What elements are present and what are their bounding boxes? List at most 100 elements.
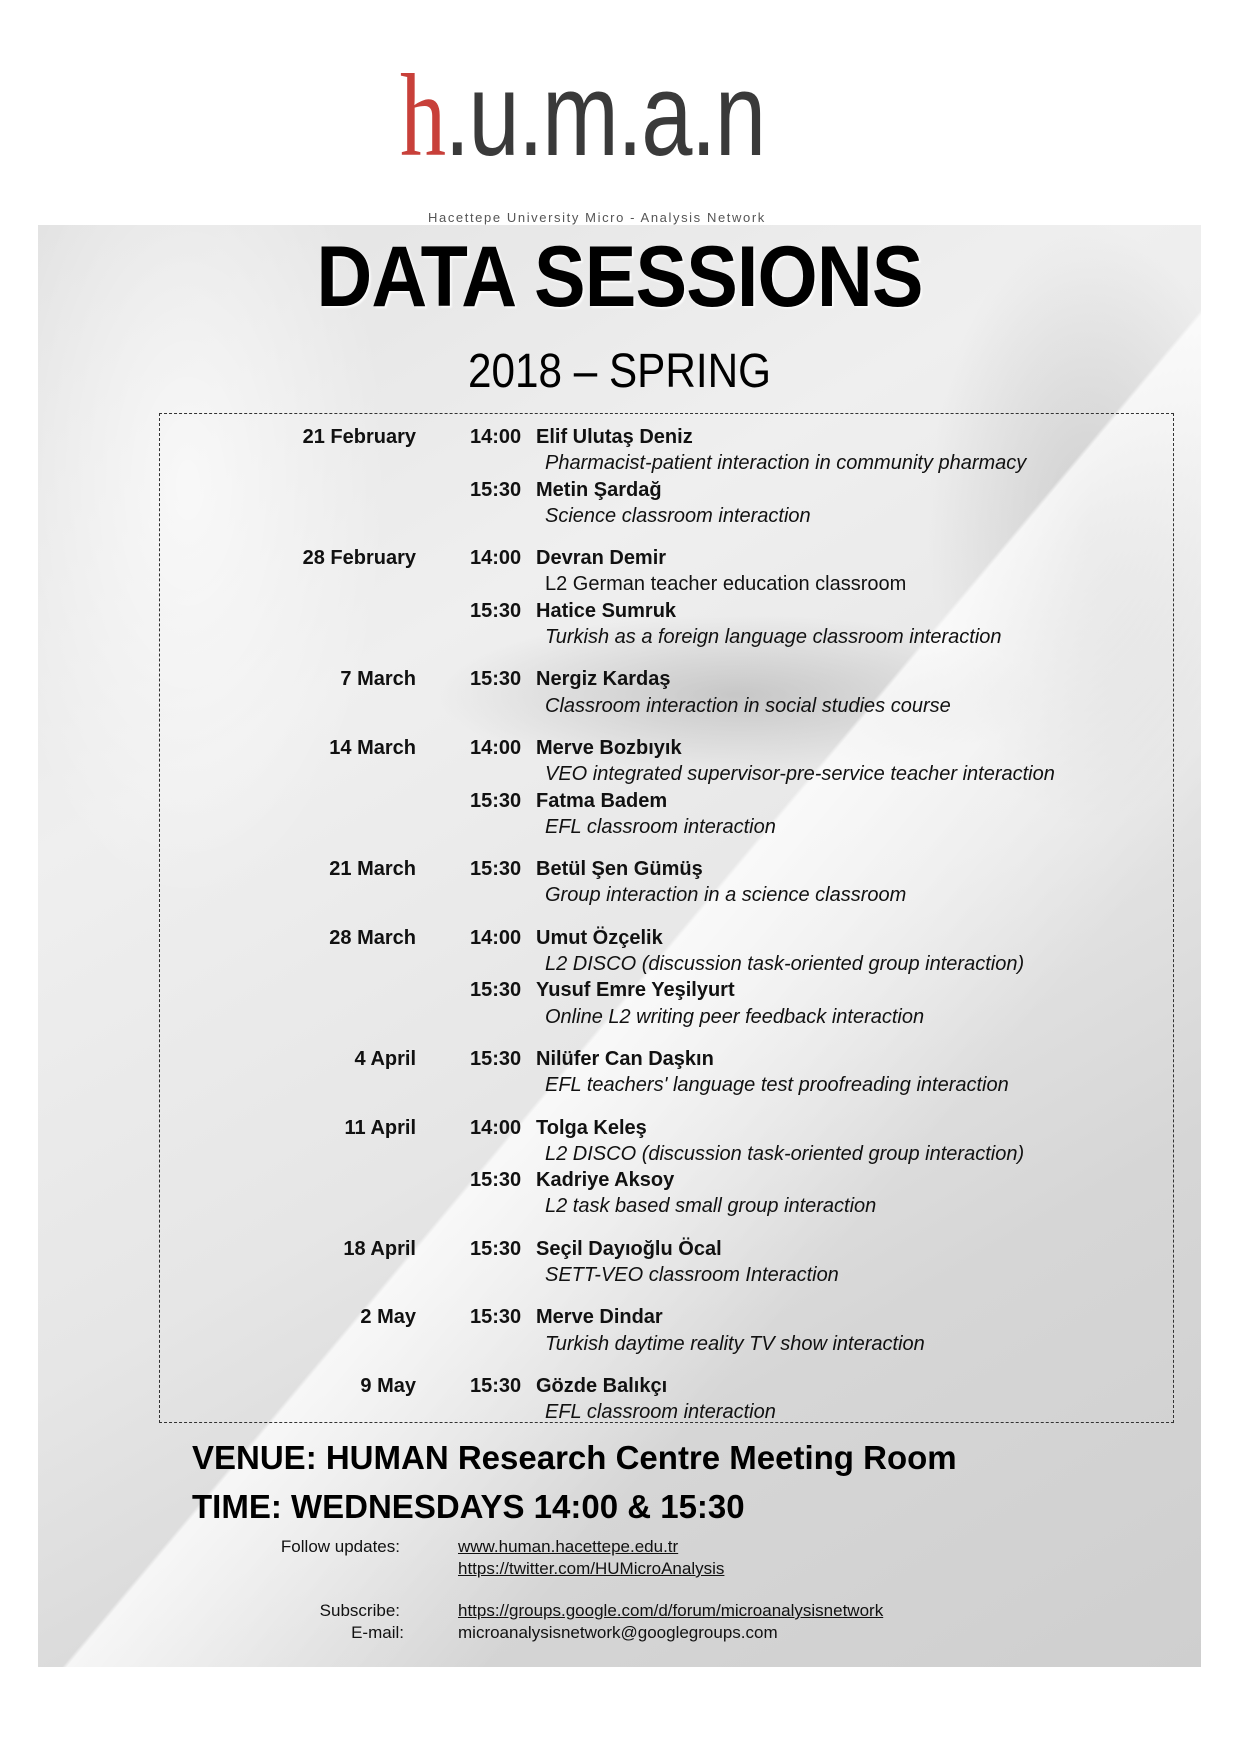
session-date: 14 March bbox=[329, 736, 416, 759]
talk-time: 15:30 bbox=[470, 599, 522, 622]
schedule-box: 21 February 14:00 Elif Ulutaş Deniz Pharmac… bbox=[159, 413, 1174, 1423]
talk-row: 15:30 Nilüfer Can Daşkın bbox=[470, 1046, 1173, 1072]
session-date: 28 March bbox=[329, 926, 416, 949]
session-group: 21 March 15:30 Betül Şen Gümüş Group intera… bbox=[160, 856, 1173, 909]
session-group: 11 April 14:00 Tolga Keleş L2 DISCO (discus… bbox=[160, 1115, 1173, 1220]
talk-topic: L2 task based small group interaction bbox=[545, 1195, 877, 1218]
talk-row: 15:30 Kadriye Aksoy bbox=[470, 1167, 1173, 1193]
session-group: 7 March 15:30 Nergiz Kardaş Classroom inter… bbox=[160, 666, 1173, 719]
session-group: 28 February 14:00 Devran Demir L2 German te… bbox=[160, 545, 1173, 650]
talk-row: 14:00 Tolga Keleş bbox=[470, 1115, 1173, 1141]
subscribe-label: Subscribe: bbox=[319, 1601, 400, 1620]
speaker-name: Merve Bozbıyık bbox=[536, 736, 682, 759]
session-group: 4 April 15:30 Nilüfer Can Daşkın EFL teache… bbox=[160, 1046, 1173, 1099]
talk-row: 15:30 Metin Şardağ bbox=[470, 477, 1173, 503]
talk-row: 15:30 Merve Dindar bbox=[470, 1304, 1173, 1330]
logo-tagline: Hacettepe University Micro - Analysis Ne… bbox=[428, 210, 766, 225]
speaker-name: Betül Şen Gümüş bbox=[536, 858, 703, 881]
session-group: 9 May 15:30 Gözde Balıkçı EFL classroom int… bbox=[160, 1373, 1173, 1426]
time-text: TIME: WEDNESDAYS 14:00 & 15:30 bbox=[192, 1488, 745, 1525]
session-group: 2 May 15:30 Merve Dindar Turkish daytime re… bbox=[160, 1304, 1173, 1357]
session-date: 4 April bbox=[354, 1047, 417, 1070]
speaker-name: Elif Ulutaş Deniz bbox=[536, 426, 693, 448]
venue-text: VENUE: HUMAN Research Centre Meeting Roo… bbox=[192, 1439, 957, 1476]
talk-time: 15:30 bbox=[470, 1169, 522, 1192]
talk-time: 14:00 bbox=[470, 736, 522, 759]
session-date: 28 February bbox=[302, 547, 416, 570]
session-group: 18 April 15:30 Seçil Dayıoğlu Öcal SETT-VEO… bbox=[160, 1236, 1173, 1289]
website-link[interactable]: www.human.hacettepe.edu.tr bbox=[458, 1537, 679, 1556]
talk-topic: Classroom interaction in social studies … bbox=[545, 694, 951, 717]
talk-time: 15:30 bbox=[470, 1047, 522, 1070]
talk-topic: EFL classroom interaction bbox=[545, 1401, 776, 1424]
session-date: 7 March bbox=[340, 668, 416, 691]
speaker-name: Yusuf Emre Yeşilyurt bbox=[536, 979, 735, 1002]
talk-time: 15:30 bbox=[470, 1237, 522, 1260]
talk-topic: L2 German teacher education classroom bbox=[545, 573, 907, 596]
speaker-name: Fatma Badem bbox=[536, 789, 668, 812]
page-subtitle: 2018 – SPRING bbox=[468, 345, 771, 398]
speaker-name: Devran Demir bbox=[536, 547, 667, 570]
talk-time: 15:30 bbox=[470, 668, 522, 691]
session-date: 11 April bbox=[344, 1116, 416, 1139]
talk-row: 14:00 Merve Bozbıyık bbox=[470, 735, 1173, 761]
talk-time: 15:30 bbox=[470, 858, 522, 881]
talk-time: 14:00 bbox=[470, 1116, 522, 1139]
talk-row: 14:00 Elif Ulutaş Deniz bbox=[470, 424, 1173, 450]
talk-time: 15:30 bbox=[470, 789, 522, 812]
talk-time: 15:30 bbox=[470, 1306, 522, 1329]
talk-time: 15:30 bbox=[470, 979, 522, 1002]
human-logo: h.u.m.a.n Hacettepe University Micro - A… bbox=[400, 30, 820, 225]
talk-row: 14:00 Devran Demir bbox=[470, 545, 1173, 571]
follow-label: Follow updates: bbox=[280, 1537, 400, 1556]
speaker-name: Hatice Sumruk bbox=[536, 599, 677, 622]
talk-row: 15:30 Yusuf Emre Yeşilyurt bbox=[470, 977, 1173, 1003]
speaker-name: Merve Dindar bbox=[536, 1306, 663, 1329]
speaker-name: Nergiz Kardaş bbox=[536, 668, 671, 691]
talk-topic: Pharmacist-patient interaction in commun… bbox=[545, 452, 1027, 475]
talk-topic: VEO integrated supervisor-pre-service te… bbox=[545, 763, 1055, 786]
talk-time: 14:00 bbox=[470, 926, 522, 949]
email-label: E-mail: bbox=[351, 1623, 404, 1642]
session-date: 21 February bbox=[302, 426, 416, 448]
session-group: 28 March 14:00 Umut Özçelik L2 DISCO (discu… bbox=[160, 925, 1173, 1030]
speaker-name: Kadriye Aksoy bbox=[536, 1169, 675, 1192]
talk-topic: EFL teachers' language test proofreading… bbox=[545, 1074, 1009, 1097]
poster-background bbox=[38, 225, 1201, 1667]
talk-row: 15:30 Fatma Badem bbox=[470, 788, 1173, 814]
talk-time: 14:00 bbox=[470, 547, 522, 570]
talk-topic: Turkish as a foreign language classroom … bbox=[545, 626, 1002, 649]
talk-topic: EFL classroom interaction bbox=[545, 815, 776, 838]
speaker-name: Umut Özçelik bbox=[536, 926, 663, 949]
talk-row: 15:30 Nergiz Kardaş bbox=[470, 666, 1173, 692]
talk-row: 14:00 Umut Özçelik bbox=[470, 925, 1173, 951]
session-date: 21 March bbox=[329, 858, 416, 881]
speaker-name: Seçil Dayıoğlu Öcal bbox=[536, 1237, 722, 1260]
talk-row: 15:30 Gözde Balıkçı bbox=[470, 1373, 1173, 1399]
session-date: 2 May bbox=[360, 1306, 416, 1329]
speaker-name: Gözde Balıkçı bbox=[536, 1374, 668, 1397]
speaker-name: Tolga Keleş bbox=[536, 1116, 647, 1139]
talk-row: 15:30 Hatice Sumruk bbox=[470, 598, 1173, 624]
talk-topic: L2 DISCO (discussion task-oriented group… bbox=[545, 1142, 1025, 1165]
talk-time: 14:00 bbox=[470, 426, 522, 448]
logo-wordmark: h.u.m.a.n bbox=[400, 49, 766, 181]
talk-topic: Turkish daytime reality TV show interact… bbox=[545, 1332, 925, 1355]
talk-topic: SETT-VEO classroom Interaction bbox=[545, 1264, 839, 1287]
talk-time: 15:30 bbox=[470, 478, 522, 501]
email-address[interactable]: microanalysisnetwork@googlegroups.com bbox=[458, 1623, 778, 1642]
speaker-name: Metin Şardağ bbox=[536, 478, 662, 501]
page-title: DATA SESSIONS bbox=[316, 229, 923, 325]
subscribe-link[interactable]: https://groups.google.com/d/forum/microa… bbox=[458, 1601, 884, 1620]
session-date: 9 May bbox=[360, 1374, 416, 1397]
talk-row: 15:30 Betül Şen Gümüş bbox=[470, 856, 1173, 882]
talk-time: 15:30 bbox=[470, 1374, 522, 1397]
session-group: 14 March 14:00 Merve Bozbıyık VEO integrate… bbox=[160, 735, 1173, 840]
twitter-link[interactable]: https://twitter.com/HUMicroAnalysis bbox=[458, 1559, 725, 1578]
session-date: 18 April bbox=[343, 1237, 416, 1260]
talk-row: 15:30 Seçil Dayıoğlu Öcal bbox=[470, 1236, 1173, 1262]
speaker-name: Nilüfer Can Daşkın bbox=[536, 1047, 714, 1070]
session-group: 21 February 14:00 Elif Ulutaş Deniz Pharmac… bbox=[160, 424, 1173, 529]
talk-topic: Science classroom interaction bbox=[545, 504, 811, 527]
talk-topic: Group interaction in a science classroom bbox=[545, 884, 907, 907]
